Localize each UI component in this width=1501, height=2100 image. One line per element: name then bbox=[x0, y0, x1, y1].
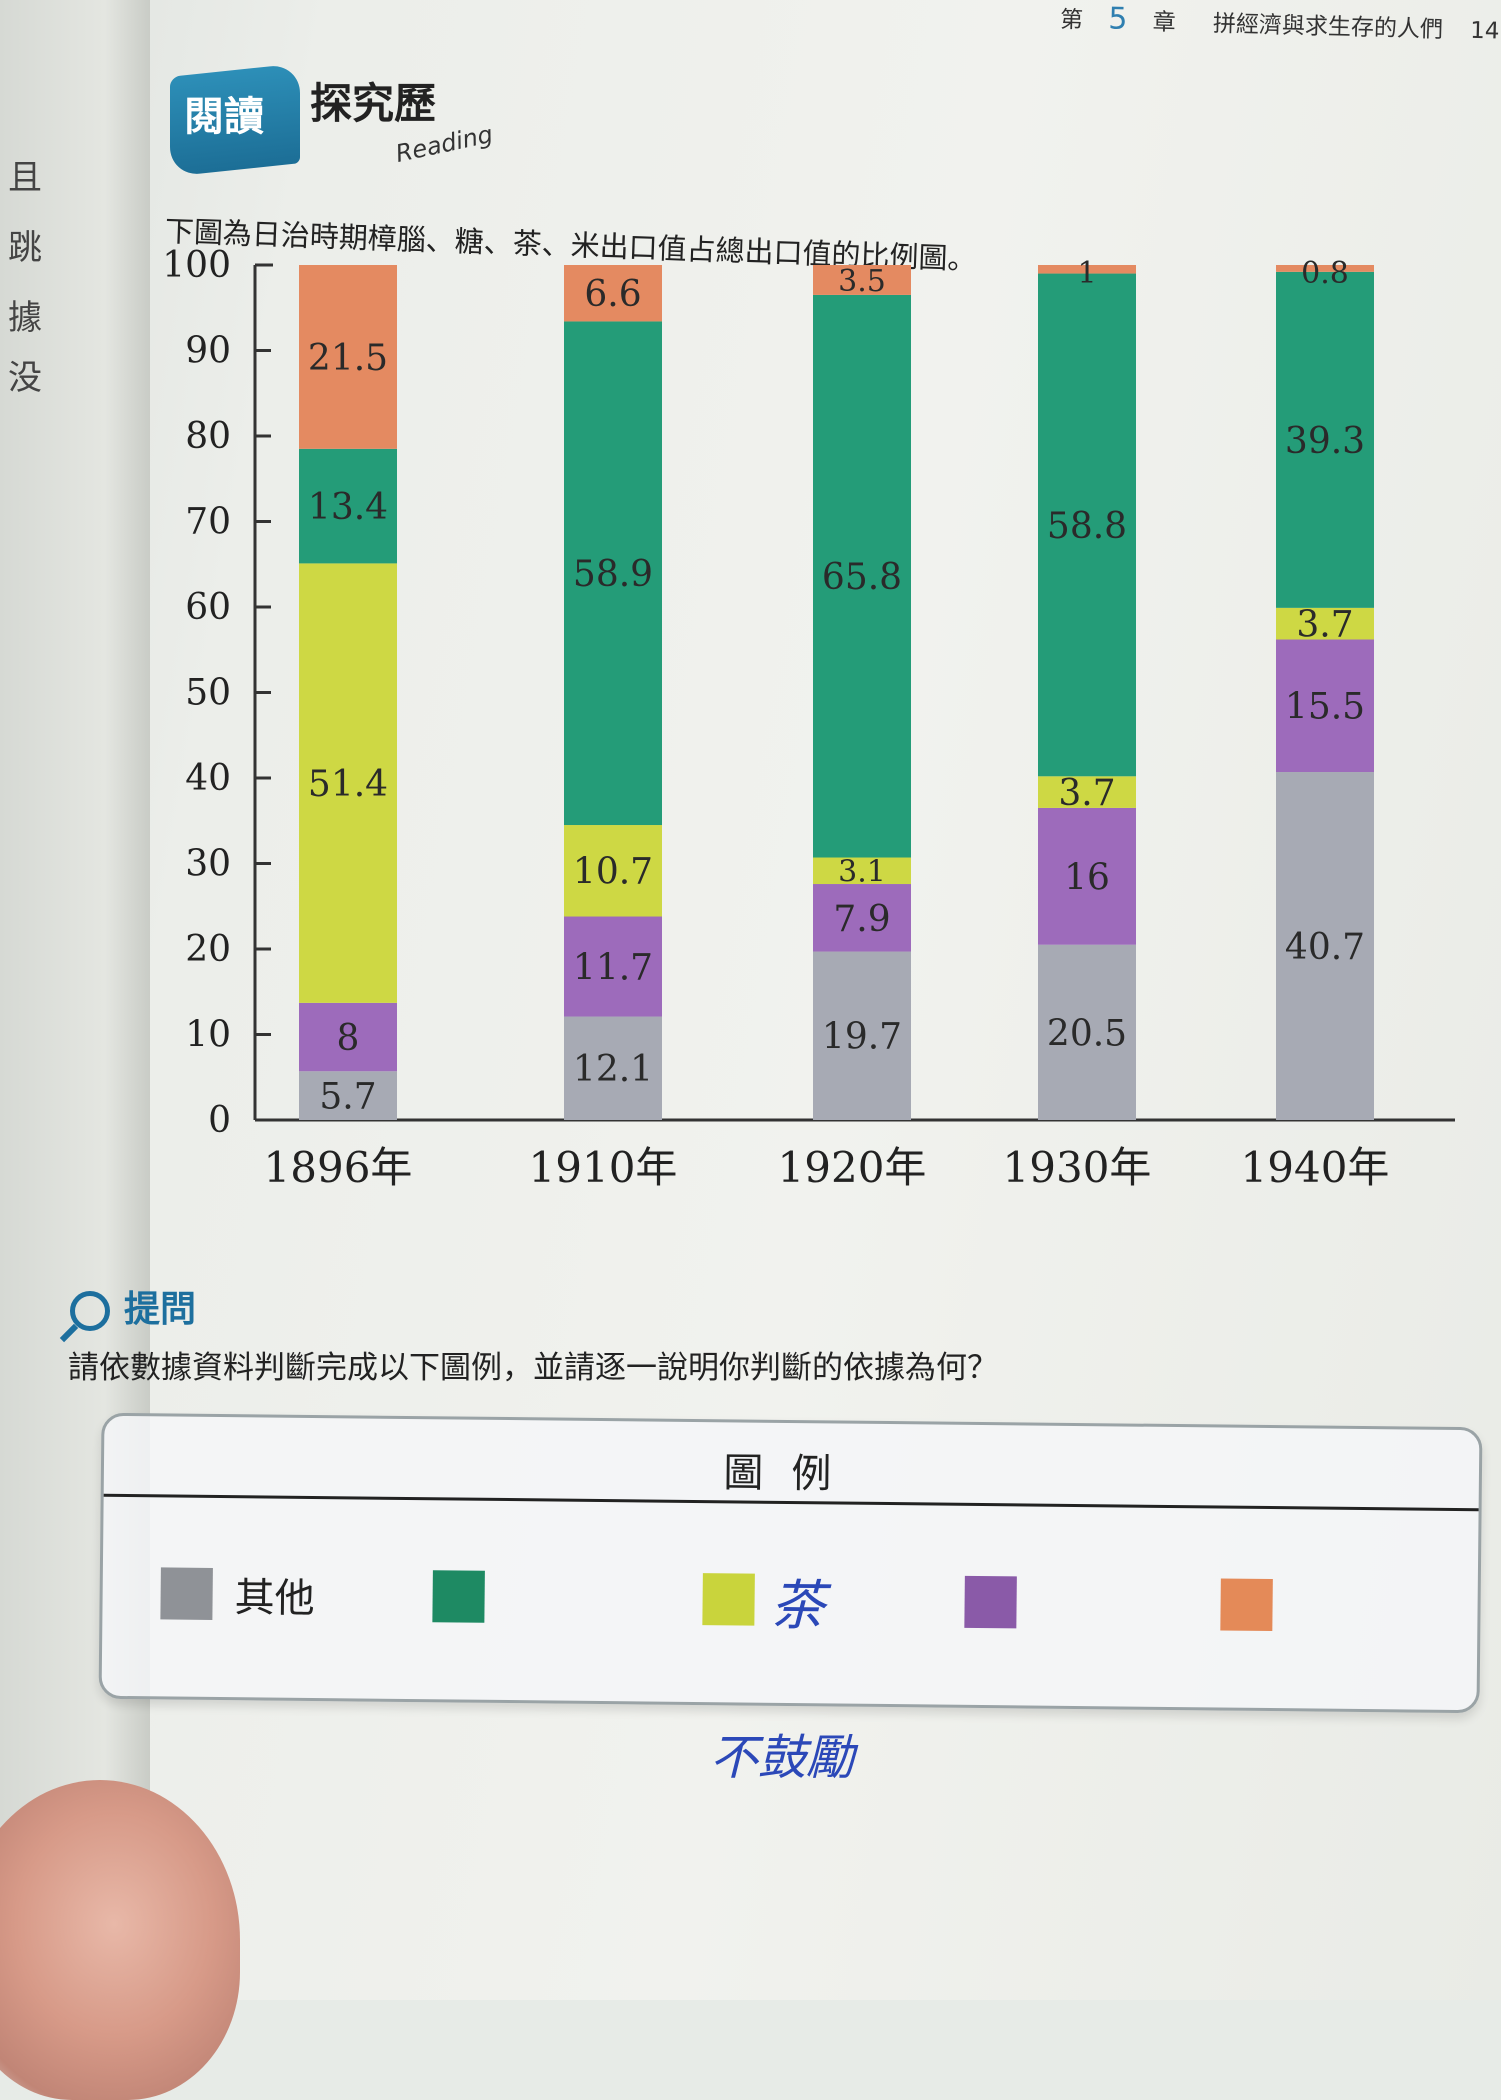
bar-segment bbox=[813, 951, 911, 1120]
bar-segment bbox=[1038, 776, 1136, 808]
y-tick-label: 50 bbox=[185, 673, 231, 714]
data-label: 6.6 bbox=[584, 274, 641, 315]
data-label: 58.8 bbox=[1047, 506, 1127, 547]
bar-segment bbox=[299, 1002, 397, 1072]
bar-segment bbox=[1276, 772, 1374, 1120]
data-label: 13.4 bbox=[308, 487, 388, 528]
data-label: 40.7 bbox=[1285, 927, 1365, 968]
y-tick-label: 90 bbox=[185, 331, 231, 372]
legend-item-other: 其他 bbox=[160, 1566, 315, 1622]
data-label: 15.5 bbox=[1285, 687, 1365, 728]
legend-swatch-green bbox=[432, 1570, 485, 1623]
data-label: 3.7 bbox=[1296, 605, 1353, 646]
data-label: 65.8 bbox=[822, 557, 902, 598]
bar-segment bbox=[1038, 273, 1136, 777]
data-label: 16 bbox=[1064, 857, 1110, 898]
reading-badge: 閱讀 探究歷 Reading bbox=[170, 63, 500, 180]
legend-item-purple bbox=[964, 1575, 1017, 1630]
bar-segment bbox=[1276, 607, 1374, 640]
data-label: 10.7 bbox=[573, 852, 653, 893]
x-tick-label: 1920年 bbox=[778, 1143, 927, 1192]
left-page-char: 據 bbox=[8, 298, 42, 338]
question-heading-text: 提問 bbox=[124, 1289, 197, 1330]
magnifier-icon bbox=[70, 1291, 110, 1331]
x-tick-label: 1910年 bbox=[529, 1143, 678, 1192]
badge-topic: 探究歷 bbox=[310, 79, 437, 128]
bar-segment bbox=[564, 1016, 662, 1120]
bar-segment bbox=[564, 916, 662, 1017]
question-heading: 提問 bbox=[70, 1280, 196, 1332]
bar-segment bbox=[813, 265, 911, 295]
bar-segment bbox=[813, 884, 911, 952]
badge-label: 閱讀 bbox=[184, 93, 264, 140]
data-label: 19.7 bbox=[822, 1017, 902, 1058]
handwritten-note: 不鼓勵 bbox=[710, 1730, 855, 1786]
bar-segment bbox=[299, 448, 397, 564]
bar-segment bbox=[564, 265, 662, 322]
legend-item-orange bbox=[1220, 1578, 1273, 1633]
data-label: 58.9 bbox=[573, 554, 653, 595]
data-label: 3.7 bbox=[1058, 773, 1115, 814]
data-label: 51.4 bbox=[308, 764, 388, 805]
legend-swatch-gray bbox=[160, 1567, 213, 1620]
data-label: 0.8 bbox=[1301, 256, 1349, 291]
data-label: 5.7 bbox=[319, 1077, 376, 1118]
bar-segment bbox=[813, 857, 911, 885]
data-label: 7.9 bbox=[833, 899, 890, 940]
question-text: 請依數據資料判斷完成以下圖例，並請逐一說明你判斷的依據為何？ bbox=[68, 1350, 998, 1386]
data-label: 11.7 bbox=[573, 947, 653, 988]
data-label: 39.3 bbox=[1285, 421, 1365, 462]
bar-segment bbox=[299, 265, 397, 449]
stacked-bar-chart: 0 10 20 30 40 50 60 70 80 90 100 5.7 8 51.4 13.4 21.5 18… bbox=[162, 245, 1455, 1192]
x-tick-label: 1896年 bbox=[264, 1143, 413, 1192]
data-label: 21.5 bbox=[308, 338, 388, 379]
data-label: 20.5 bbox=[1047, 1013, 1127, 1054]
bar-segment bbox=[813, 294, 911, 858]
data-label: 12.1 bbox=[573, 1049, 653, 1090]
bar-segment bbox=[1276, 265, 1374, 272]
bar-segment bbox=[1038, 807, 1136, 945]
bar-segment bbox=[299, 563, 397, 1003]
y-tick-label: 100 bbox=[162, 245, 231, 286]
left-page-char: 跳 bbox=[8, 228, 42, 268]
legend-item-green bbox=[432, 1569, 485, 1624]
x-tick-label: 1930年 bbox=[1003, 1143, 1152, 1192]
bar-segment bbox=[299, 1071, 397, 1120]
legend-swatch-orange bbox=[1220, 1578, 1273, 1632]
y-tick-label: 20 bbox=[185, 929, 231, 970]
data-label: 8 bbox=[337, 1018, 360, 1059]
legend-swatch-purple bbox=[964, 1575, 1017, 1629]
y-tick-label: 10 bbox=[185, 1015, 231, 1056]
y-tick-label: 0 bbox=[208, 1100, 231, 1141]
left-page-char: 且 bbox=[8, 158, 42, 198]
legend-item-tea: 茶 bbox=[702, 1572, 825, 1637]
bar-segment bbox=[564, 321, 662, 826]
x-tick-label: 1940年 bbox=[1241, 1143, 1390, 1192]
data-label: 3.5 bbox=[838, 264, 886, 299]
left-page-char: 没 bbox=[8, 358, 42, 398]
legend-label: 其他 bbox=[234, 1575, 315, 1623]
data-label: 3.1 bbox=[838, 855, 886, 890]
legend-swatch-yellow bbox=[702, 1573, 755, 1626]
y-tick-label: 70 bbox=[185, 502, 231, 543]
bar-segment bbox=[564, 825, 662, 917]
y-tick-label: 60 bbox=[185, 587, 231, 628]
bar-segment bbox=[1276, 639, 1374, 773]
legend-box: 圖例 其他 茶 bbox=[98, 1412, 1483, 1714]
y-tick-label: 80 bbox=[185, 416, 231, 457]
data-label: 1 bbox=[1077, 256, 1096, 291]
handwritten-legend-label: 茶 bbox=[770, 1573, 825, 1637]
y-tick-label: 30 bbox=[185, 844, 231, 885]
bar-segment bbox=[1038, 265, 1136, 274]
y-tick-label: 40 bbox=[185, 758, 231, 799]
bar-segment bbox=[1276, 271, 1374, 608]
bar-segment bbox=[1038, 944, 1136, 1120]
